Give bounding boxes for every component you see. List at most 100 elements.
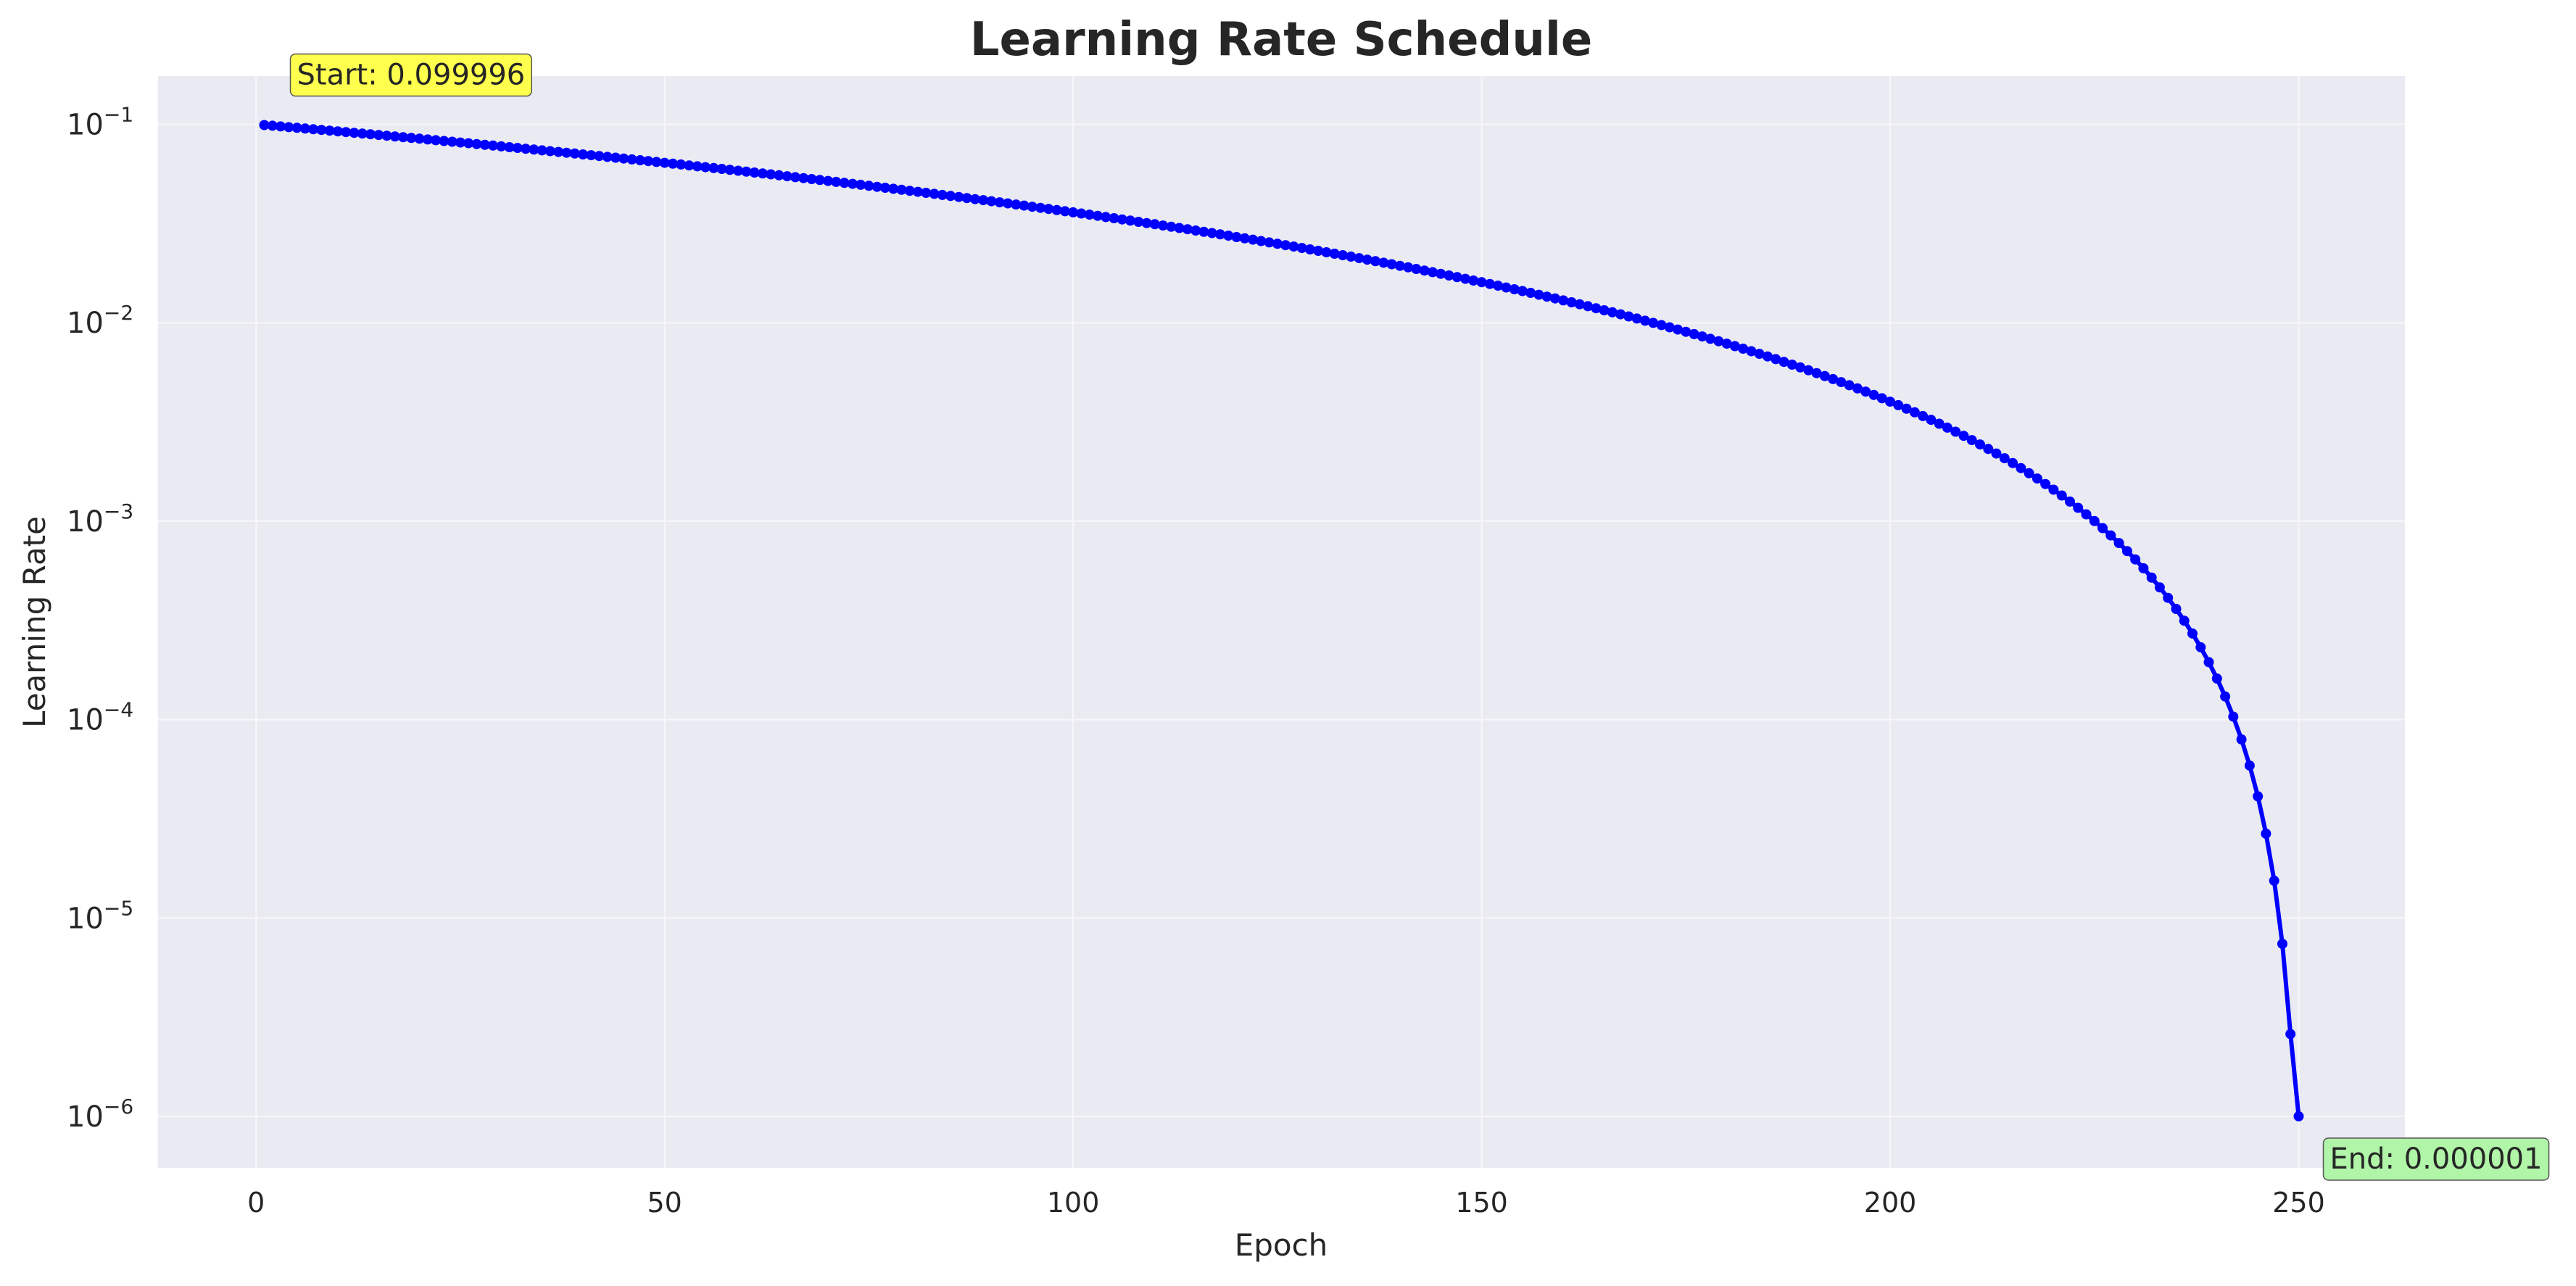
data-point xyxy=(1256,236,1267,246)
y-tick-base: 10 xyxy=(67,704,104,737)
data-point xyxy=(1117,214,1127,225)
data-point xyxy=(1517,286,1528,296)
x-ticks: 0 50 100 150 200 250 xyxy=(247,1187,2325,1219)
data-point xyxy=(1918,410,1929,421)
data-point xyxy=(1076,208,1087,219)
data-point xyxy=(479,139,490,150)
data-point xyxy=(1640,315,1650,326)
data-point xyxy=(1321,247,1332,257)
data-point xyxy=(864,181,874,191)
data-point xyxy=(569,148,580,159)
data-point xyxy=(668,158,678,169)
data-point xyxy=(471,138,482,149)
data-point xyxy=(1771,354,1781,365)
data-point xyxy=(1942,422,1952,433)
data-point xyxy=(1975,439,1985,450)
data-point xyxy=(1451,272,1462,283)
data-point xyxy=(1484,278,1495,289)
data-point xyxy=(1378,257,1389,268)
data-point xyxy=(602,152,613,162)
x-tick-label: 200 xyxy=(1864,1187,1917,1219)
data-point xyxy=(1983,444,1994,455)
data-point xyxy=(1346,252,1357,262)
data-point xyxy=(937,189,948,200)
data-point xyxy=(1109,213,1119,223)
data-point xyxy=(1721,339,1732,349)
data-point xyxy=(798,173,809,183)
data-point xyxy=(447,136,457,147)
data-point xyxy=(1599,305,1610,315)
data-point xyxy=(1182,224,1193,235)
data-point xyxy=(1125,215,1135,226)
data-point xyxy=(2032,473,2042,484)
data-point xyxy=(610,152,621,163)
data-point xyxy=(544,146,555,157)
y-ticks: 10−110−210−310−410−510−6 xyxy=(67,103,133,1134)
data-point xyxy=(1673,324,1683,335)
data-point xyxy=(945,191,956,202)
data-point xyxy=(1836,377,1847,388)
series-layer xyxy=(259,120,2304,1121)
data-point xyxy=(1860,386,1871,397)
y-tick-label: 10−4 xyxy=(67,698,133,737)
data-point xyxy=(299,123,310,134)
data-point xyxy=(1003,198,1013,209)
data-point xyxy=(521,144,531,154)
data-point xyxy=(2228,711,2239,722)
data-point xyxy=(1239,233,1250,244)
y-tick-exponent: −1 xyxy=(104,103,133,127)
data-point xyxy=(978,195,989,206)
data-point xyxy=(561,147,572,158)
data-point xyxy=(389,131,400,142)
data-point xyxy=(308,124,319,135)
data-point xyxy=(634,155,645,165)
data-point xyxy=(2008,457,2018,468)
data-point xyxy=(1705,333,1716,344)
data-point xyxy=(749,167,760,178)
data-point xyxy=(733,165,744,176)
data-point xyxy=(1304,244,1315,254)
data-point xyxy=(1574,299,1585,310)
data-point xyxy=(1999,453,2010,464)
data-point xyxy=(1689,328,1699,339)
data-point xyxy=(1436,268,1446,279)
data-point xyxy=(1533,289,1544,300)
data-point xyxy=(332,126,343,137)
data-point xyxy=(1901,403,1912,414)
y-tick-base: 10 xyxy=(67,109,104,142)
data-point xyxy=(1885,397,1895,407)
data-point xyxy=(2089,515,2100,526)
data-point xyxy=(1231,232,1242,242)
data-point xyxy=(1615,309,1626,320)
annotation-box xyxy=(2322,1137,2550,1181)
data-point xyxy=(1190,225,1201,236)
data-point xyxy=(1729,341,1740,352)
data-point xyxy=(2244,760,2255,771)
data-point xyxy=(896,184,907,195)
plot-area xyxy=(158,76,2405,1168)
annotation-text: End: 0.000001 xyxy=(2330,1142,2543,1176)
data-point xyxy=(1778,357,1789,368)
data-point xyxy=(1141,217,1152,228)
data-point xyxy=(782,171,792,182)
data-point xyxy=(929,188,940,199)
data-point xyxy=(2236,734,2247,744)
data-point xyxy=(1468,275,1479,286)
data-point xyxy=(1811,368,1822,378)
x-tick-label: 150 xyxy=(1455,1187,1508,1219)
data-point xyxy=(1648,318,1659,328)
annotation-end: End: 0.000001 xyxy=(2322,1137,2550,1181)
data-point xyxy=(1828,373,1839,384)
data-point xyxy=(1525,288,1536,298)
y-tick-base: 10 xyxy=(67,505,104,539)
data-point xyxy=(1664,322,1675,333)
data-point xyxy=(871,181,882,192)
data-point xyxy=(741,166,752,177)
data-point xyxy=(324,125,335,136)
data-point xyxy=(1174,223,1185,233)
data-point xyxy=(1068,207,1079,217)
data-point xyxy=(1223,231,1234,241)
data-point xyxy=(618,153,629,164)
data-point xyxy=(2195,642,2206,652)
data-point xyxy=(1934,418,1945,429)
